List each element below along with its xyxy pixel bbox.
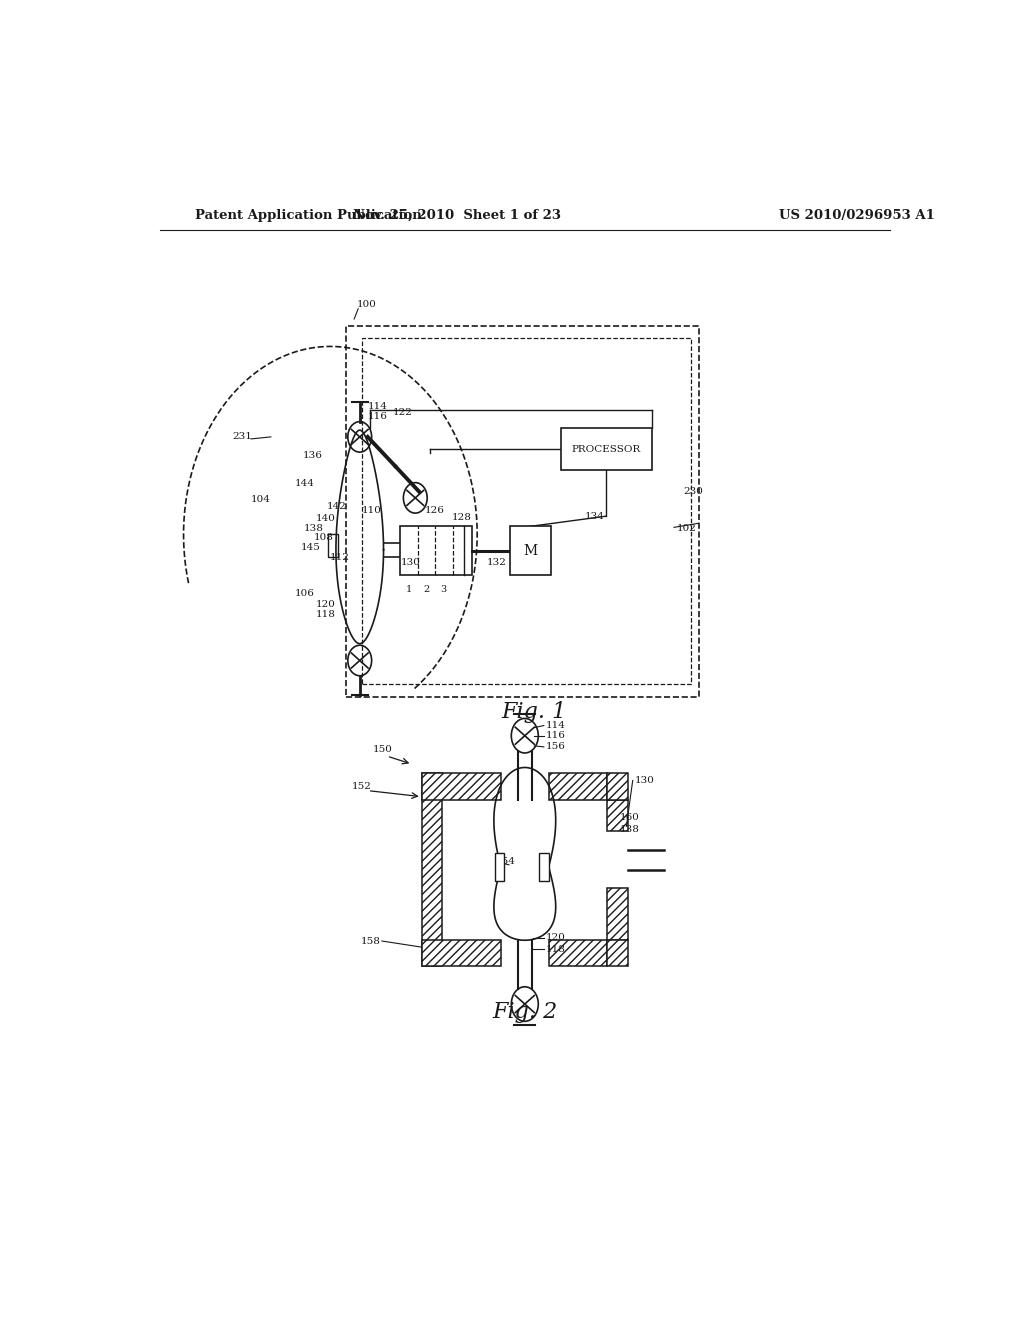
Bar	[328, 535, 338, 557]
Text: 122: 122	[393, 408, 413, 417]
Bar	[495, 853, 504, 880]
Text: Patent Application Publication: Patent Application Publication	[196, 209, 422, 222]
Bar	[422, 940, 501, 966]
Text: 138: 138	[304, 524, 324, 533]
Bar	[422, 774, 442, 966]
Text: Fig. 1: Fig. 1	[502, 701, 567, 723]
Text: 116: 116	[546, 731, 566, 741]
Text: 130: 130	[634, 776, 654, 785]
Text: 150: 150	[373, 746, 392, 755]
Text: M: M	[523, 544, 538, 558]
Bar	[362, 338, 691, 684]
Bar	[607, 774, 628, 800]
Text: 112: 112	[330, 553, 349, 562]
Bar	[539, 853, 549, 880]
Bar	[560, 428, 652, 470]
Text: 118: 118	[316, 610, 336, 619]
Text: 152: 152	[352, 781, 372, 791]
Bar	[510, 527, 551, 576]
Text: 104: 104	[251, 495, 271, 504]
Text: 106: 106	[295, 589, 314, 598]
Text: 116: 116	[368, 412, 387, 421]
Text: 114: 114	[368, 401, 387, 411]
Text: 144: 144	[295, 479, 314, 488]
Text: 140: 140	[316, 513, 336, 523]
Text: 142: 142	[327, 502, 346, 511]
Text: 130: 130	[401, 558, 421, 568]
Text: US 2010/0296953 A1: US 2010/0296953 A1	[778, 209, 935, 222]
Bar	[549, 940, 607, 966]
Text: 231: 231	[232, 433, 253, 441]
Text: 156: 156	[546, 742, 566, 751]
Text: 102: 102	[677, 524, 697, 533]
Bar	[607, 940, 628, 966]
Text: 2: 2	[423, 585, 429, 594]
Bar	[607, 800, 628, 832]
Text: 114: 114	[546, 721, 566, 730]
Text: 138: 138	[620, 825, 640, 834]
Bar	[549, 774, 607, 800]
Bar	[607, 888, 628, 940]
Text: 1: 1	[406, 585, 412, 594]
Text: 158: 158	[360, 936, 380, 945]
Text: 132: 132	[486, 558, 507, 568]
Text: 136: 136	[303, 450, 323, 459]
Text: PROCESSOR: PROCESSOR	[571, 445, 641, 454]
Text: 160: 160	[620, 813, 640, 821]
Text: 120: 120	[546, 933, 566, 942]
Text: Nov. 25, 2010  Sheet 1 of 23: Nov. 25, 2010 Sheet 1 of 23	[353, 209, 561, 222]
Text: 134: 134	[585, 512, 604, 520]
Text: 145: 145	[301, 544, 321, 552]
Bar	[422, 774, 501, 800]
Bar	[400, 527, 472, 576]
Text: 100: 100	[356, 300, 377, 309]
Text: 230: 230	[684, 487, 703, 496]
Text: 120: 120	[316, 601, 336, 609]
Bar	[346, 326, 699, 697]
Text: 3: 3	[440, 585, 447, 594]
Text: 126: 126	[425, 506, 444, 515]
Text: 128: 128	[452, 512, 472, 521]
Text: 154: 154	[497, 857, 516, 866]
Text: 110: 110	[361, 506, 381, 515]
Text: 133: 133	[521, 558, 542, 568]
Text: 118: 118	[546, 945, 566, 953]
Text: Fig. 2: Fig. 2	[493, 1001, 557, 1023]
Text: 108: 108	[313, 533, 334, 543]
